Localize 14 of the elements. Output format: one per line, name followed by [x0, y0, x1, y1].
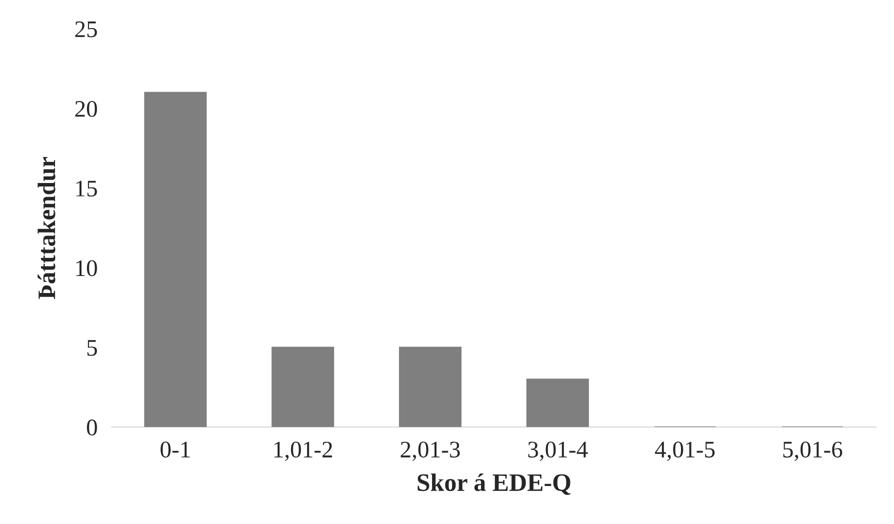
y-tick-label: 25: [75, 21, 97, 38]
y-tick-label: 10: [76, 260, 97, 276]
x-tick-label: 2,01-3: [400, 442, 460, 461]
y-tick-label: 5: [87, 340, 97, 356]
y-tick-label: 20: [75, 100, 97, 117]
x-tick-label: 3,01-4: [528, 442, 588, 461]
x-tick-label: 0-1: [160, 442, 190, 458]
x-tick-label: 1,01-2: [274, 442, 332, 461]
y-axis-title: Þátttakendur: [38, 156, 56, 299]
y-tick-label: 0: [86, 420, 97, 436]
y-tick-label: 15: [76, 180, 97, 197]
x-tick-label: 5,01-6: [783, 442, 842, 461]
x-axis-title: Skor á EDE-Q: [418, 473, 570, 495]
x-tick-label: 4,01-5: [654, 442, 715, 461]
